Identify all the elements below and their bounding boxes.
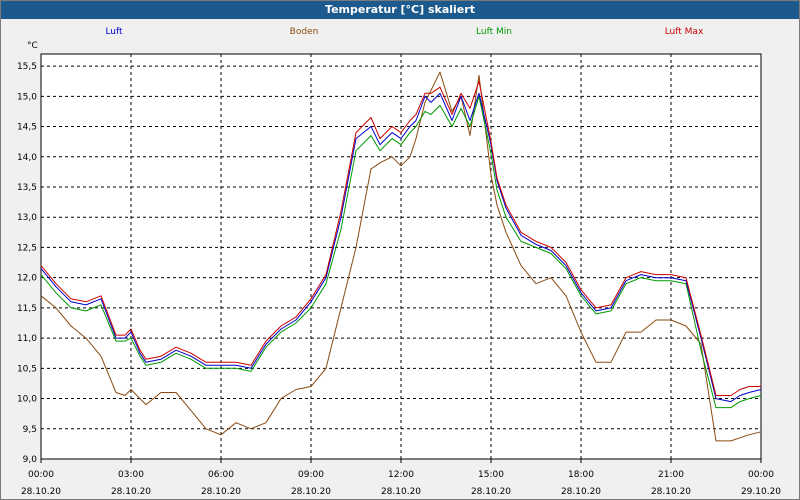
legend-entry-luftmax: Luft Max: [665, 27, 704, 37]
series-line-luftmin: [40, 95, 762, 409]
x-tick-time-label: 18:00: [568, 470, 594, 480]
y-tick-label: 11,0: [17, 334, 37, 344]
x-tick-time-label: 15:00: [478, 470, 504, 480]
x-tick-date-label: 28.10.20: [651, 487, 691, 497]
y-tick-label: 12,0: [17, 274, 37, 284]
x-tick-time-label: 21:00: [658, 470, 684, 480]
legend-entry-luft: Luft: [105, 27, 123, 37]
x-tick-time-label: 09:00: [298, 470, 324, 480]
x-tick-time-label: 03:00: [118, 470, 144, 480]
x-tick-time-label: 12:00: [388, 470, 414, 480]
x-tick-date-label: 28.10.20: [561, 487, 601, 497]
x-tick-date-label: 28.10.20: [21, 487, 61, 497]
y-tick-label: 14,5: [17, 123, 37, 133]
x-tick-date-label: 28.10.20: [201, 487, 241, 497]
temperature-chart: 9,0 9,5 10,0 10,5 11,0 11,5 12,0 12,5 13,0 13,5 14…: [17, 27, 781, 497]
x-tick-date-label: 29.10.20: [741, 487, 781, 497]
x-tick-date-label: 28.10.20: [111, 487, 151, 497]
y-tick-label: 10,0: [17, 395, 37, 405]
legend-entry-boden: Boden: [290, 27, 319, 37]
y-tick-label: 9,0: [23, 455, 38, 465]
y-tick-label: 15,5: [17, 62, 37, 72]
x-tick-date-label: 28.10.20: [381, 487, 421, 497]
x-tick-date-label: 28.10.20: [471, 487, 511, 497]
y-tick-label: 12,5: [17, 243, 37, 253]
y-tick-label: 9,5: [23, 425, 37, 435]
x-tick-time-label: 00:00: [28, 470, 54, 480]
x-tick-date-label: 28.10.20: [291, 487, 331, 497]
y-tick-label: 13,0: [17, 213, 37, 223]
series-line-boden: [40, 71, 762, 442]
chart-title: Temperatur [°C] skaliert: [1, 1, 799, 19]
x-tick-time-label: 06:00: [208, 470, 234, 480]
series-line-luft: [40, 92, 762, 403]
series-line-luftmax: [40, 80, 761, 396]
legend-entry-luftmin: Luft Min: [476, 27, 512, 37]
y-tick-label: 10,5: [17, 364, 37, 374]
y-tick-label: 11,5: [17, 304, 37, 314]
y-axis-label: °C: [27, 41, 38, 51]
y-tick-label: 13,5: [17, 183, 37, 193]
y-tick-label: 14,0: [17, 153, 37, 163]
y-tick-label: 15,0: [17, 92, 37, 102]
x-tick-time-label: 00:00: [748, 470, 774, 480]
